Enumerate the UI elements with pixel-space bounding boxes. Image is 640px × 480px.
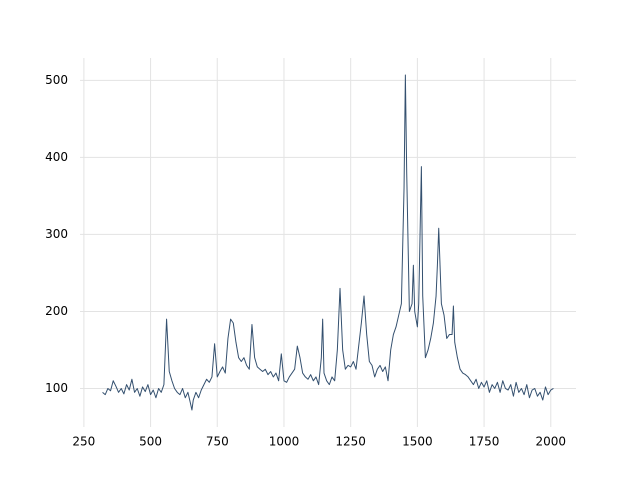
y-tick-label: 400 — [45, 150, 68, 164]
y-tick-label: 500 — [45, 73, 68, 87]
y-tick-label: 300 — [45, 227, 68, 241]
x-tick-label: 1500 — [402, 435, 433, 449]
x-tick-label: 250 — [72, 435, 95, 449]
line-series — [102, 74, 554, 411]
x-tick-label: 1750 — [469, 435, 500, 449]
y-tick-label: 200 — [45, 304, 68, 318]
x-tick-label: 2000 — [536, 435, 567, 449]
x-tick-label: 1250 — [335, 435, 366, 449]
y-tick-label: 100 — [45, 381, 68, 395]
x-tick-label: 500 — [139, 435, 162, 449]
x-tick-label: 750 — [206, 435, 229, 449]
x-tick-label: 1000 — [269, 435, 300, 449]
